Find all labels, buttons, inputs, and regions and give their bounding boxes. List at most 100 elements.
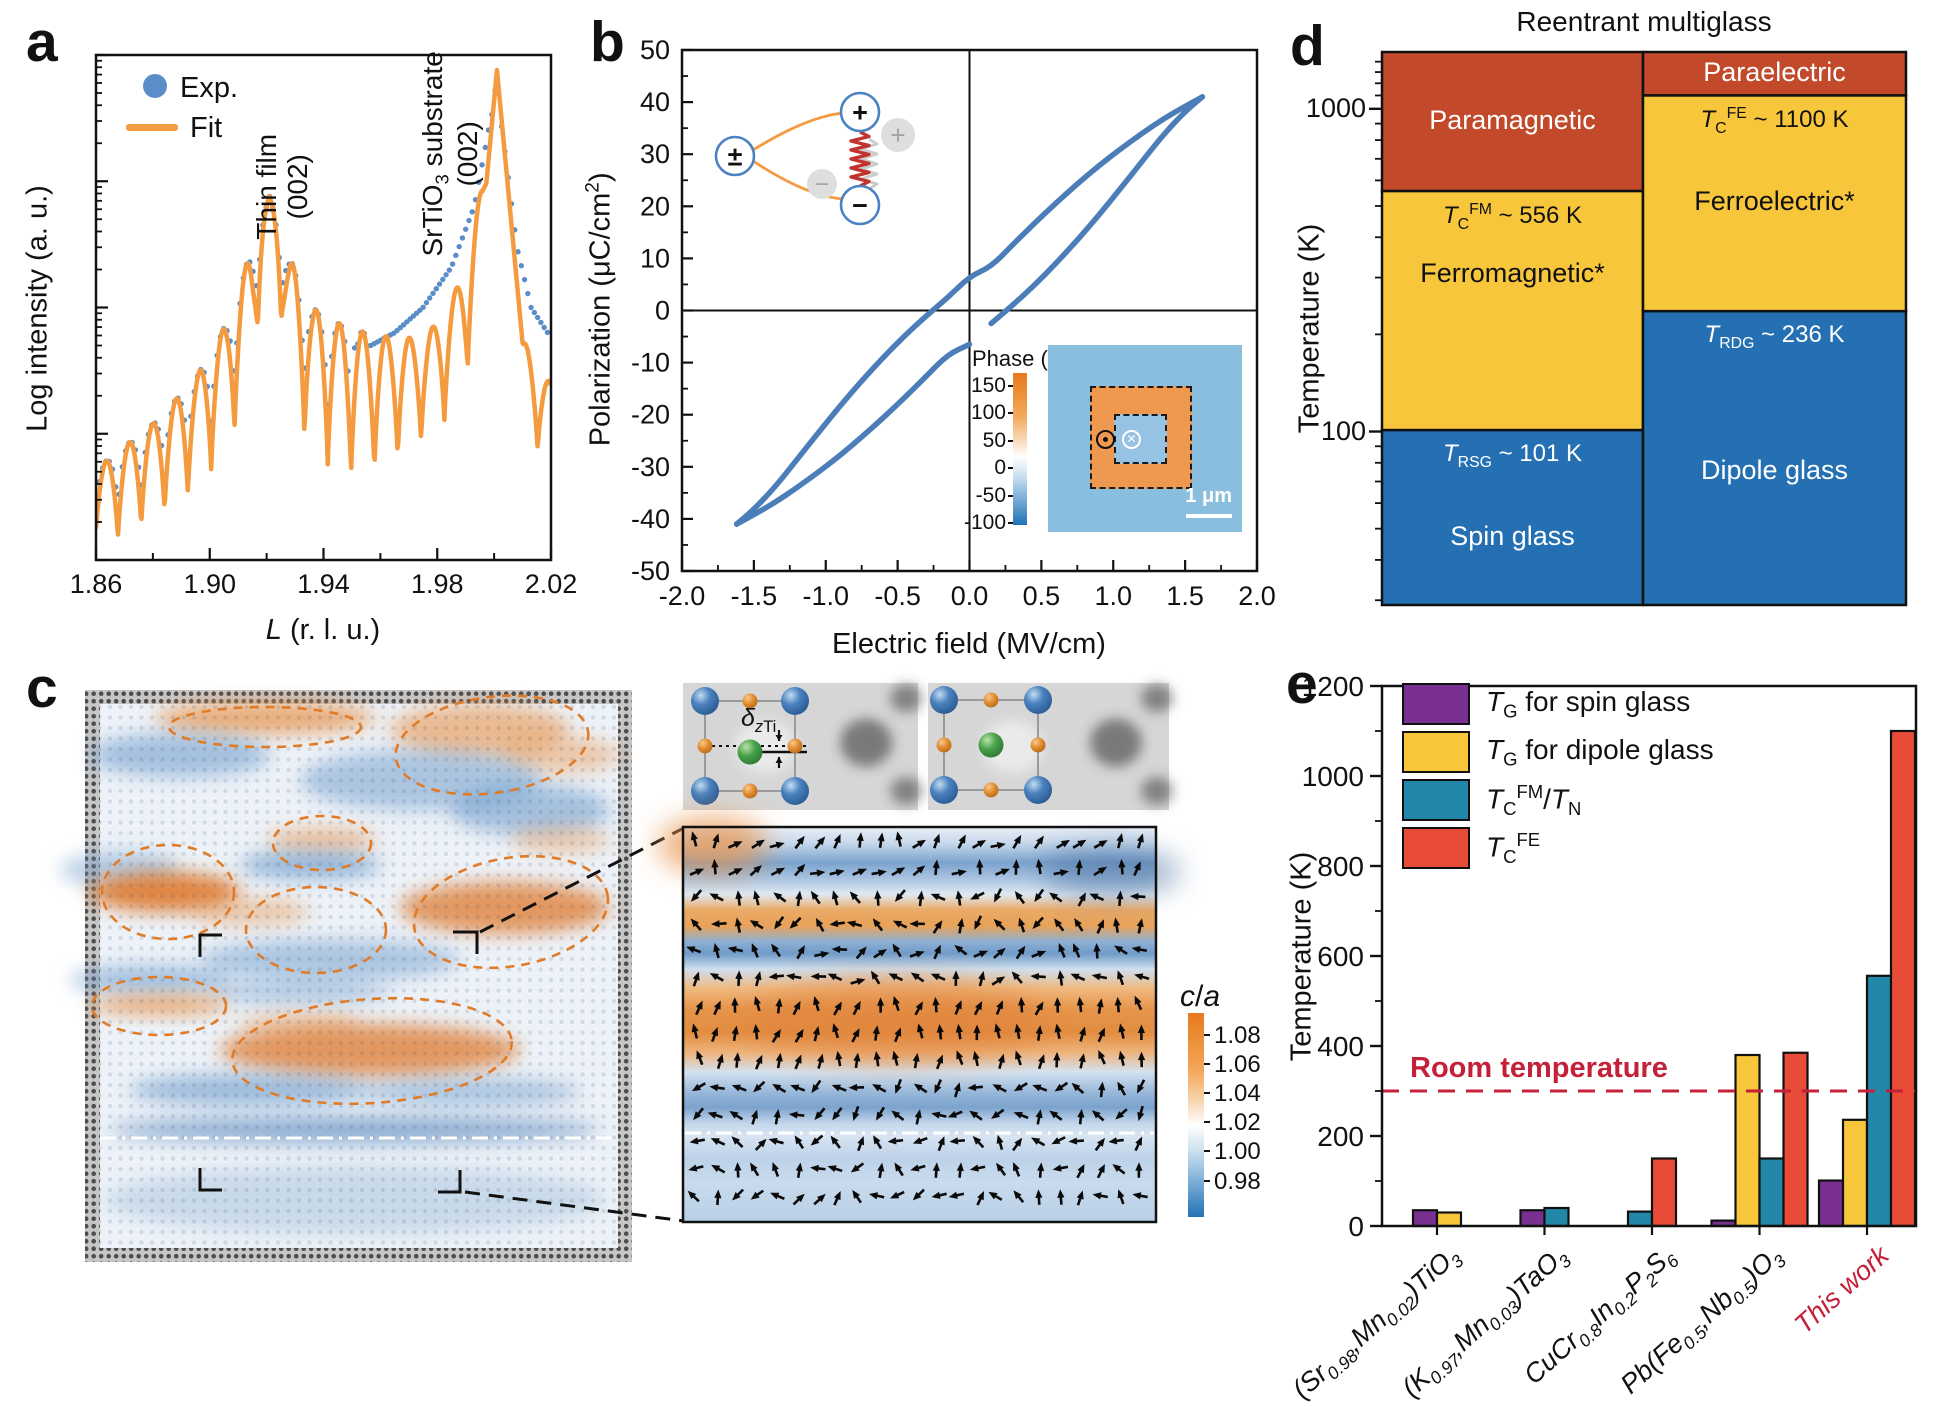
- oxygen-atom: [983, 782, 999, 798]
- arrow-head: [713, 943, 721, 953]
- y-tick-label: 400: [1317, 1031, 1364, 1062]
- polarization-arrow-icon: [829, 869, 845, 877]
- arrow-head: [1035, 858, 1043, 868]
- category-label: This work: [1789, 1240, 1896, 1340]
- zoom-connector-line: [464, 1190, 685, 1223]
- arrow-head: [733, 841, 743, 848]
- phase-tick-mark: [1008, 522, 1013, 524]
- polarization-in-icon: ✕: [1122, 430, 1141, 449]
- polarization-arrow-icon: [827, 1165, 843, 1173]
- arrow-head: [877, 949, 887, 957]
- polarization-arrow-icon: [936, 1023, 944, 1040]
- dual-charge-icon: [714, 135, 756, 177]
- polarization-arrow-icon: [876, 997, 885, 1013]
- arrow-head: [827, 1165, 837, 1173]
- polarization-arrow-icon: [892, 1050, 900, 1066]
- polarization-arrow-icon: [689, 1137, 706, 1145]
- y-tick-label: -10: [631, 348, 670, 378]
- phase-tick-mark: [1008, 494, 1013, 497]
- arrow-head: [688, 1164, 698, 1172]
- panel-d-title: Reentrant multiglass: [1516, 6, 1772, 37]
- exp-data-point: [525, 290, 531, 297]
- polar-nanoregion-outline: [167, 705, 363, 749]
- polarization-arrow-icon: [773, 892, 787, 903]
- arrow-head: [810, 1137, 820, 1146]
- polarization-arrow-icon: [957, 918, 965, 934]
- arrow-head: [753, 864, 762, 874]
- exp-marker-icon: [143, 74, 167, 98]
- arrow-head: [1132, 1192, 1142, 1200]
- polarization-arrow-icon: [972, 1050, 980, 1067]
- polarization-arrow-icon: [716, 1053, 724, 1069]
- arrow-head: [834, 1001, 842, 1011]
- polarization-arrow-icon: [831, 945, 848, 953]
- arrow-head: [969, 1164, 979, 1172]
- polar-nanoregion-outline: [271, 814, 373, 872]
- polarization-arrow-icon: [1118, 1023, 1126, 1039]
- arrow-head: [1137, 1024, 1146, 1033]
- arrow-head: [1059, 869, 1069, 877]
- negative-charge-icon-symbol: −: [852, 191, 868, 221]
- polarization-arrow-icon: [1056, 839, 1071, 849]
- region-name: Ferroelectric*: [1694, 186, 1855, 217]
- arrow-head: [857, 1136, 865, 1146]
- arrow-head: [930, 973, 940, 981]
- bar-Pb-Fe0-5-Nb0-5-O3: [1782, 1051, 1809, 1228]
- polarization-arrow-icon: [731, 1084, 747, 1092]
- polarization-arrow-icon: [857, 1136, 865, 1152]
- y-tick-label: 0: [655, 296, 670, 326]
- exp-data-point: [466, 217, 472, 224]
- arrow-head: [872, 918, 881, 928]
- polarization-arrow-icon: [711, 1164, 726, 1174]
- arrow-head: [832, 1111, 841, 1121]
- polarization-arrow-icon: [894, 1162, 904, 1177]
- polarization-arrow-icon: [1116, 890, 1124, 907]
- arrow-head: [953, 1082, 961, 1092]
- polarization-arrow-icon: [693, 1107, 705, 1121]
- polarization-arrow-icon: [734, 917, 742, 933]
- arrow-head: [1136, 1084, 1145, 1094]
- polarization-arrow-icon: [955, 890, 963, 906]
- polarization-arrow-icon: [1015, 945, 1026, 960]
- polarization-arrow-icon: [815, 917, 825, 933]
- polarization-arrow-icon: [691, 1082, 706, 1092]
- exp-data-point: [515, 249, 521, 255]
- a-site-atom: [1024, 776, 1052, 804]
- arrow-head: [752, 1023, 760, 1033]
- fit-curve: [97, 67, 550, 537]
- a-site-atom: [930, 776, 958, 804]
- arrow-head: [1013, 1111, 1023, 1119]
- arrow-head: [1075, 859, 1083, 869]
- map-blob: [1041, 848, 1181, 896]
- arrow-head: [709, 973, 719, 981]
- exp-data-point: [531, 309, 538, 316]
- polarization-arrow-icon: [810, 1164, 826, 1173]
- polarization-arrow-icon: [794, 1028, 804, 1043]
- legend-label-tcfe: TCFE: [1486, 828, 1541, 867]
- polarization-arrow-icon: [873, 1135, 883, 1150]
- arrow-head: [972, 1136, 982, 1145]
- arrow-head: [1114, 945, 1124, 954]
- polarization-arrow-icon: [935, 1054, 944, 1070]
- arrow-head: [1098, 840, 1108, 848]
- polarization-arrow-icon: [848, 1083, 865, 1092]
- region-corner-bracket: [198, 1168, 222, 1192]
- polarization-arrow-icon: [969, 1164, 986, 1172]
- arrow-head: [958, 834, 966, 844]
- arrow-head: [895, 831, 903, 841]
- arrow-head: [714, 1189, 722, 1199]
- arrow-head: [754, 995, 761, 1006]
- arrow-head: [853, 1052, 861, 1062]
- arrow-head: [1031, 1137, 1041, 1145]
- arrow-head: [693, 1111, 702, 1121]
- arrow-head: [873, 1050, 881, 1060]
- arrow-head: [917, 890, 925, 900]
- polarization-arrow-icon: [909, 950, 925, 958]
- arrow-head: [1060, 839, 1071, 848]
- arrow-head: [1129, 892, 1139, 901]
- polarization-arrow-icon: [753, 1080, 766, 1093]
- panel-d-region-labels: Paramagnetic Ferromagnetic* TCFM ~ 556 K Sp…: [1280, 0, 1958, 660]
- polarization-arrow-icon: [917, 890, 925, 907]
- arrow-head: [713, 1000, 721, 1010]
- polarization-arrow-icon: [1113, 917, 1121, 933]
